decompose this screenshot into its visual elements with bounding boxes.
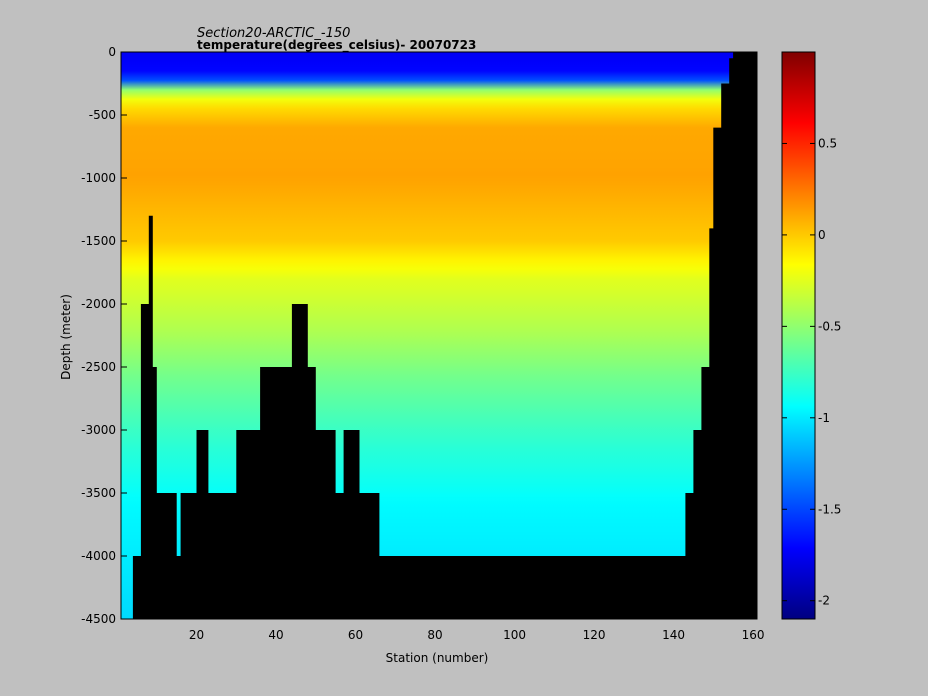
colorbar-tick-label: -1 xyxy=(818,411,830,425)
x-tick-label: 60 xyxy=(348,628,363,642)
bathymetry-mask xyxy=(121,52,757,619)
colorbar-frame xyxy=(781,51,816,620)
y-axis-ticks: 0 -500 -1000 -1500 -2000 -2500 -3000 -3500 -4000… xyxy=(81,45,127,626)
x-tick-label: 80 xyxy=(427,628,442,642)
y-tick-label: -4000 xyxy=(81,549,116,563)
x-axis-ticks: 20 40 60 80 100 120 140 160 xyxy=(189,613,765,642)
y-tick-label: -3000 xyxy=(81,423,116,437)
y-tick-label: -500 xyxy=(89,108,116,122)
colorbar-tick-label: 0.5 xyxy=(818,136,837,150)
y-tick-label: -1500 xyxy=(81,234,116,248)
colorbar xyxy=(781,51,816,620)
y-tick-label: -4500 xyxy=(81,612,116,626)
x-tick-label: 20 xyxy=(189,628,204,642)
y-tick-label: -2000 xyxy=(81,297,116,311)
x-tick-label: 40 xyxy=(268,628,283,642)
colorbar-ticks: 0.5 0 -0.5 -1 -1.5 -2 xyxy=(782,136,841,608)
colorbar-tick-label: -1.5 xyxy=(818,502,841,516)
y-tick-label: -2500 xyxy=(81,360,116,374)
x-tick-label: 160 xyxy=(742,628,765,642)
y-tick-label: 0 xyxy=(108,45,116,59)
chart-title: Section20-ARCTIC_-150 xyxy=(197,26,350,41)
x-axis-label: Station (number) xyxy=(386,651,489,665)
chart-subtitle: temperature(degrees_celsius)- 20070723 xyxy=(197,38,476,53)
x-tick-label: 100 xyxy=(503,628,526,642)
section-plot xyxy=(120,51,758,620)
y-tick-label: -1000 xyxy=(81,171,116,185)
colorbar-tick-label: -0.5 xyxy=(818,319,841,333)
x-tick-label: 140 xyxy=(662,628,685,642)
colorbar-tick-label: 0 xyxy=(818,228,826,242)
y-axis-label: Depth (meter) xyxy=(59,294,73,380)
colorbar-gradient xyxy=(782,52,815,619)
plot-frame xyxy=(120,51,758,620)
colorbar-tick-label: -2 xyxy=(818,594,830,608)
y-tick-label: -3500 xyxy=(81,486,116,500)
x-tick-label: 120 xyxy=(583,628,606,642)
